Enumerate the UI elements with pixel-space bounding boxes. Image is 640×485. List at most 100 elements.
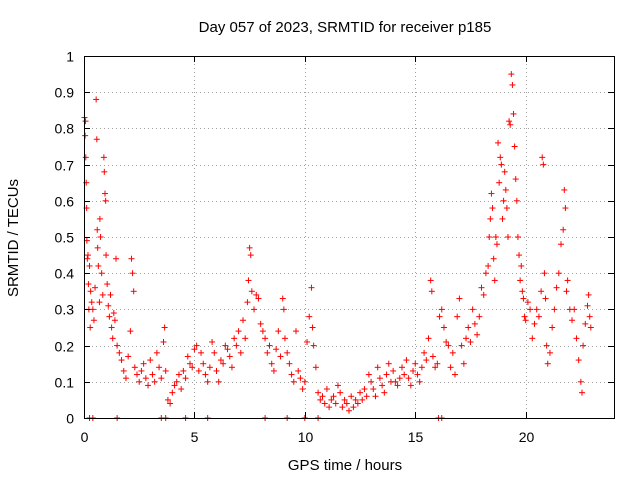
data-point — [392, 378, 399, 385]
data-point — [184, 353, 191, 360]
data-point — [549, 324, 556, 331]
data-point — [577, 378, 584, 385]
data-point — [482, 270, 489, 277]
data-point — [440, 324, 447, 331]
data-point — [105, 302, 112, 309]
data-point — [312, 364, 319, 371]
data-point — [266, 342, 273, 349]
y-axis-label: SRMTID / TECUs — [5, 179, 22, 297]
data-point — [480, 291, 487, 298]
data-point — [106, 313, 113, 320]
data-point — [295, 367, 302, 374]
data-point — [128, 255, 135, 262]
data-point — [248, 288, 255, 295]
y-tick-label: 0.1 — [55, 375, 75, 391]
data-point — [288, 371, 295, 378]
data-point — [524, 299, 531, 306]
data-point — [390, 367, 397, 374]
gridlines — [84, 56, 614, 418]
data-point — [161, 324, 168, 331]
data-point — [460, 360, 467, 367]
data-point — [116, 349, 123, 356]
data-point — [399, 364, 405, 371]
y-tick-label: 0.2 — [55, 339, 75, 355]
data-point — [328, 396, 335, 403]
x-tick-label: 10 — [298, 429, 314, 445]
data-point — [383, 371, 390, 378]
data-point — [564, 277, 571, 284]
data-point — [445, 342, 452, 349]
data-point — [471, 320, 478, 327]
data-point — [82, 118, 89, 125]
data-point — [517, 277, 524, 284]
data-point — [149, 371, 156, 378]
data-point — [558, 241, 564, 248]
data-point — [491, 277, 498, 284]
data-point — [493, 241, 500, 248]
x-tick-label: 0 — [81, 429, 89, 445]
data-point — [513, 197, 520, 204]
data-point — [551, 306, 558, 313]
data-point — [495, 139, 502, 146]
data-point — [452, 371, 458, 378]
data-point — [416, 378, 423, 385]
y-tick-label: 0 — [66, 411, 74, 427]
data-point — [178, 386, 185, 393]
data-point — [346, 407, 352, 414]
data-point — [99, 291, 106, 298]
data-point — [182, 375, 189, 382]
data-point — [560, 226, 567, 233]
data-point — [198, 349, 205, 356]
data-point — [142, 375, 149, 382]
data-point — [85, 281, 92, 288]
data-point — [100, 154, 107, 161]
data-point — [546, 349, 553, 356]
data-point — [195, 367, 202, 374]
data-point — [158, 375, 165, 382]
data-point — [428, 288, 435, 295]
data-point — [334, 382, 341, 389]
data-point — [162, 367, 169, 374]
data-point — [268, 360, 275, 367]
data-point — [270, 367, 277, 374]
data-point — [145, 382, 152, 389]
data-point — [520, 295, 527, 302]
data-point — [297, 375, 304, 382]
data-point — [233, 342, 240, 349]
data-point — [110, 310, 117, 317]
data-point — [465, 324, 472, 331]
data-point — [499, 215, 506, 222]
data-point — [478, 284, 485, 291]
data-point — [204, 378, 211, 385]
data-point — [167, 400, 174, 407]
data-point — [118, 357, 125, 364]
data-point — [253, 291, 260, 298]
data-point — [101, 168, 108, 175]
data-point — [103, 252, 110, 259]
data-point — [153, 349, 160, 356]
data-point — [587, 324, 594, 331]
data-point — [443, 338, 450, 345]
data-point — [490, 255, 497, 262]
data-point — [113, 255, 120, 262]
data-point — [543, 342, 550, 349]
data-point — [506, 118, 513, 125]
x-axis-label: GPS time / hours — [288, 457, 402, 474]
data-point — [309, 324, 316, 331]
data-point — [539, 154, 546, 161]
data-point — [175, 371, 182, 378]
data-point — [125, 353, 132, 360]
data-point — [306, 313, 313, 320]
data-point — [114, 342, 121, 349]
data-point — [275, 328, 282, 335]
y-tick-label: 0.9 — [55, 85, 75, 101]
data-point — [374, 364, 381, 371]
data-point — [94, 244, 101, 251]
data-point — [489, 205, 496, 212]
data-point — [82, 132, 89, 139]
data-point — [107, 291, 114, 298]
data-point — [505, 234, 511, 240]
data-point — [379, 382, 386, 389]
data-point — [98, 270, 105, 277]
